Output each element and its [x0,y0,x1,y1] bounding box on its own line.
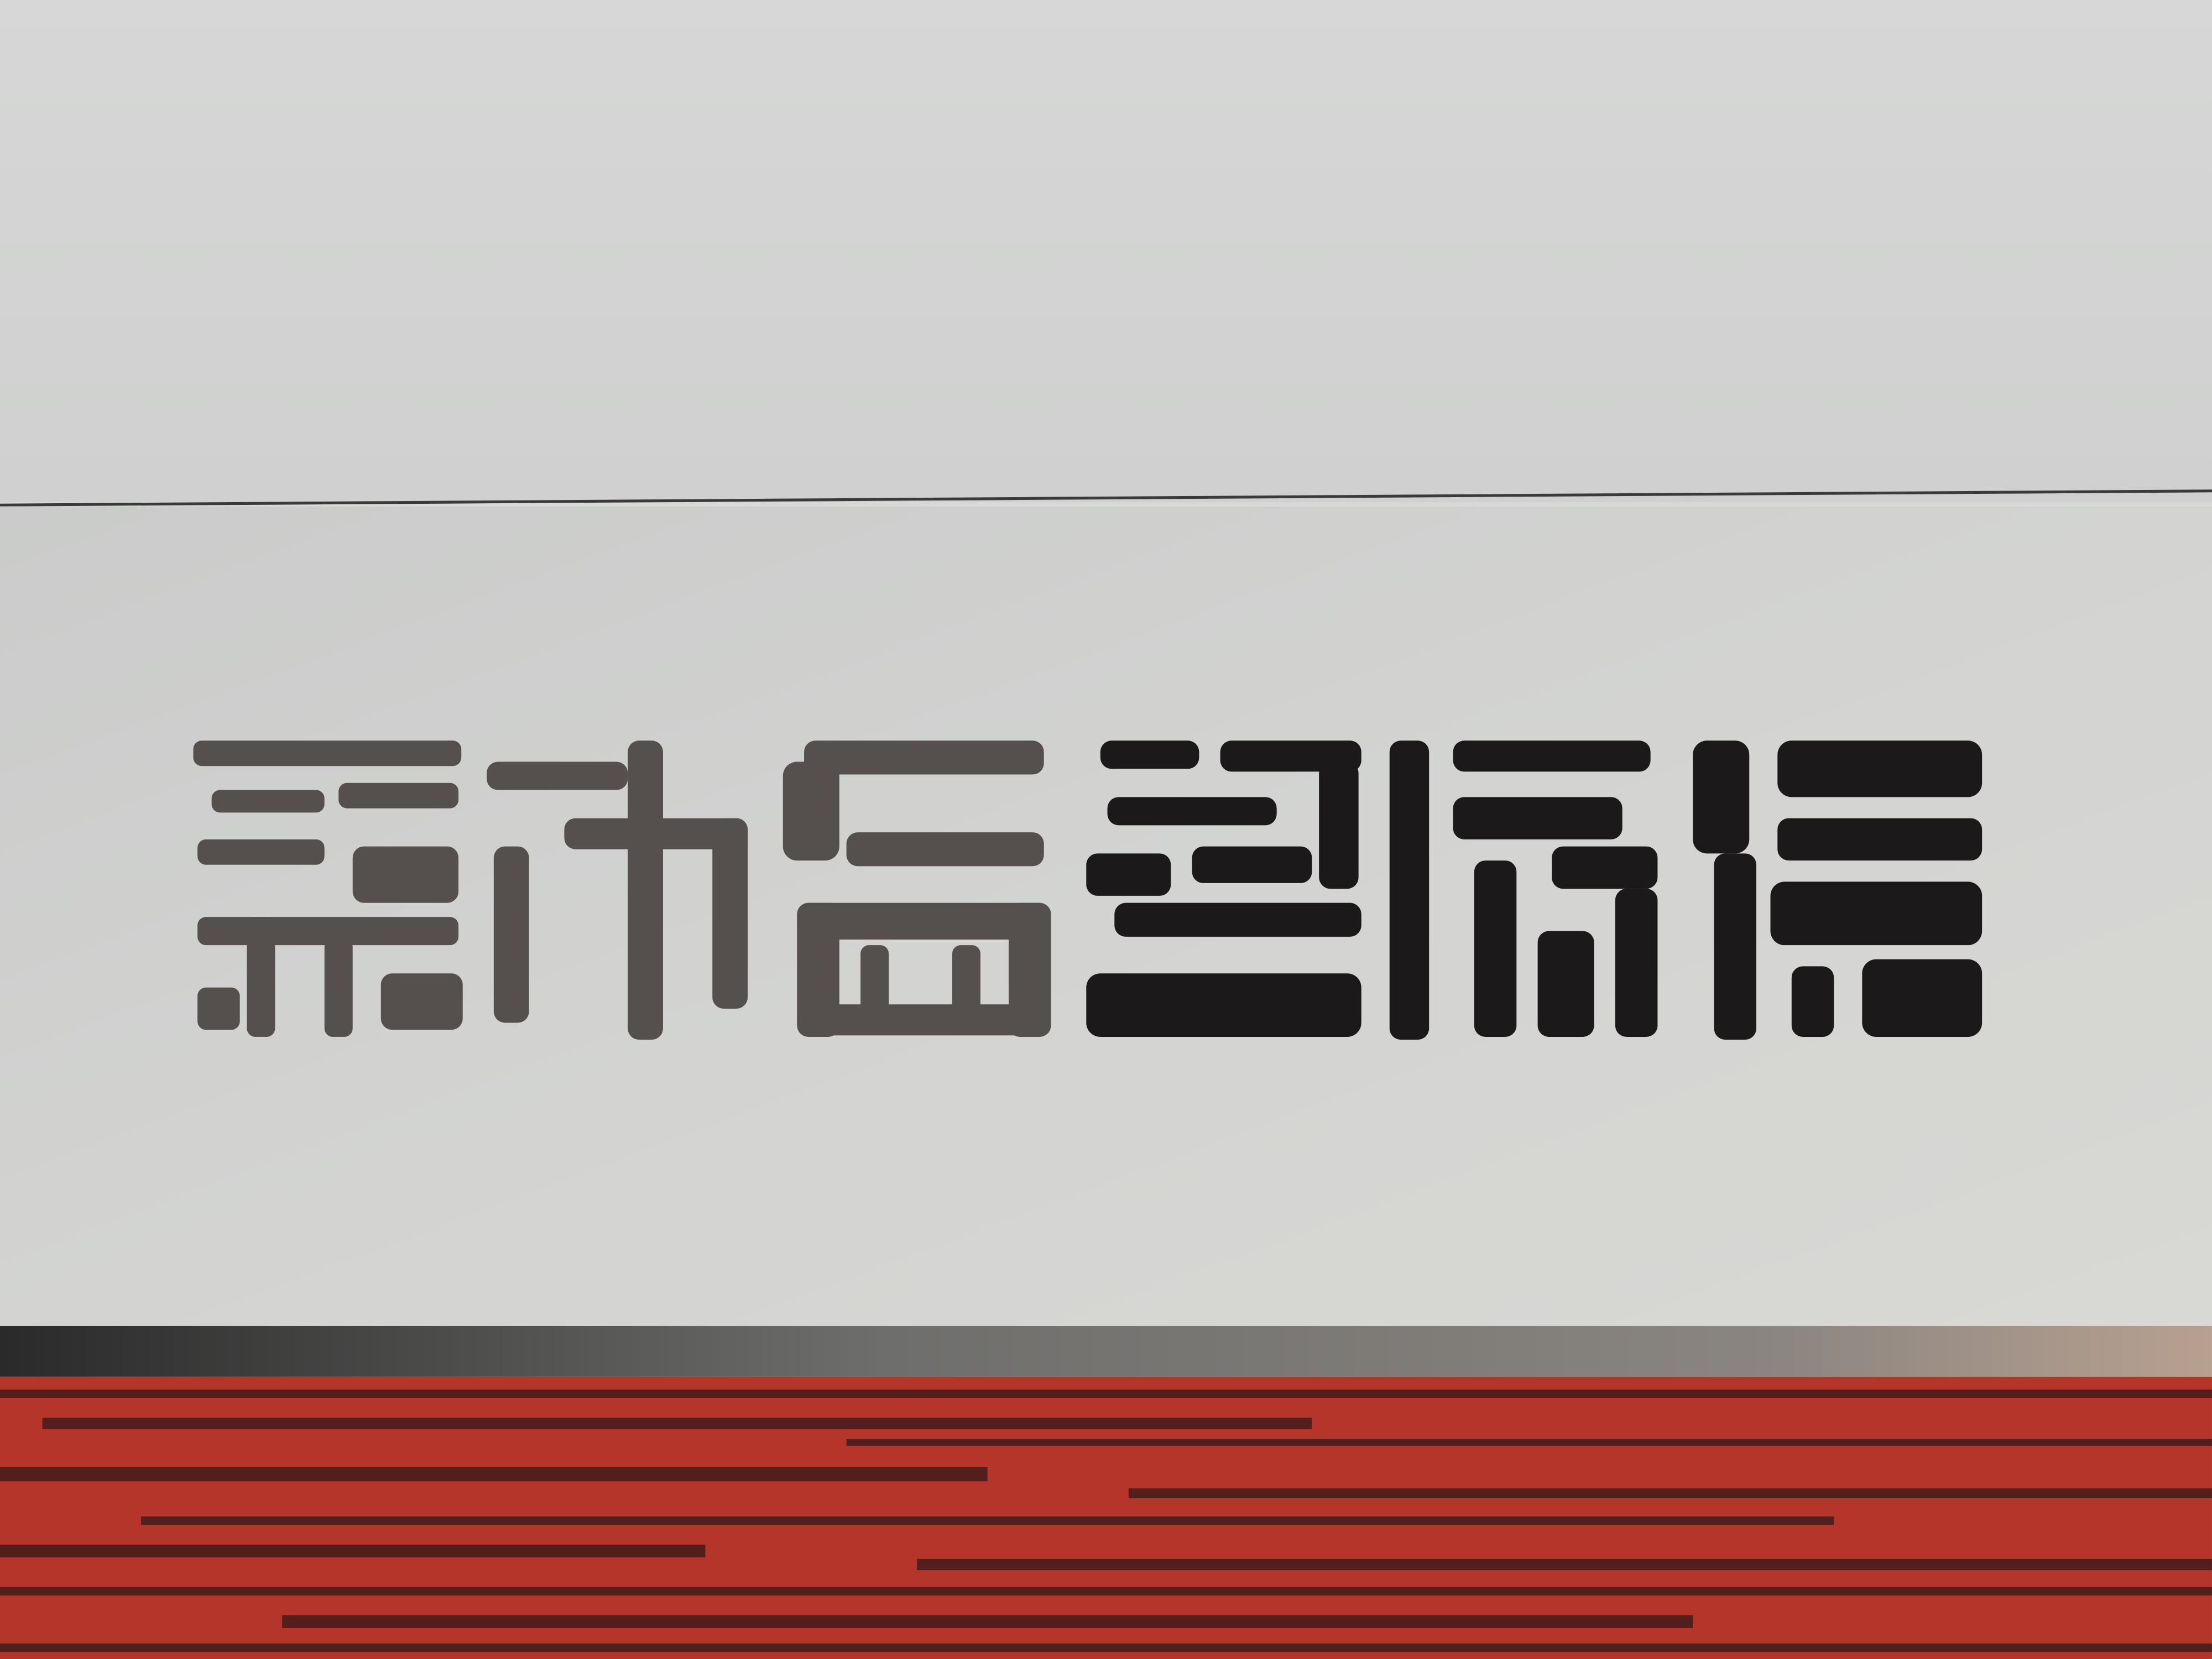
wood-grain [0,1389,2212,1652]
glyph [782,740,1051,1037]
lid-edge [0,489,2212,507]
glyph [1086,740,1361,1037]
box-bottom-edge [0,1326,2212,1377]
glyph [1389,740,1658,1040]
glyph [193,740,463,1037]
glyph [487,740,748,1040]
logo-glyphs [193,740,1983,1040]
box-lid [0,0,2212,503]
glyph [1693,740,1983,1040]
